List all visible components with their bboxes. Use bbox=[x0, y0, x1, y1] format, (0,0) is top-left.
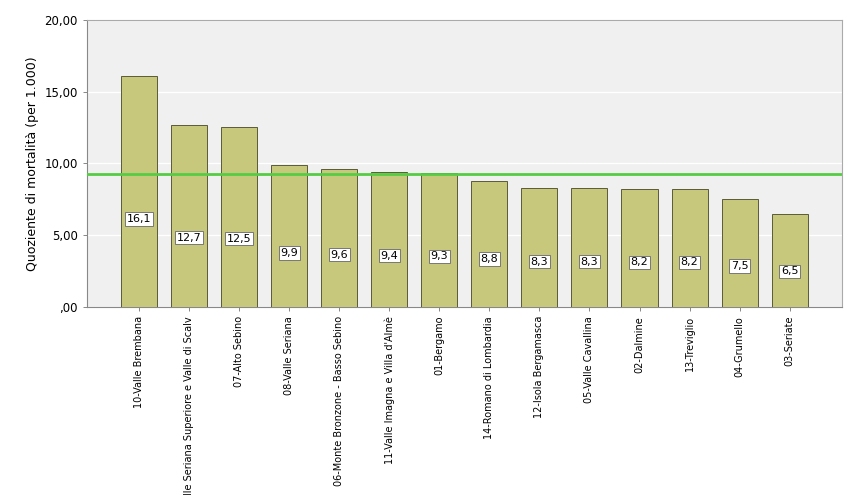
Text: 8,2: 8,2 bbox=[681, 257, 699, 267]
Bar bbox=[621, 189, 658, 307]
Text: 9,9: 9,9 bbox=[280, 248, 298, 258]
Text: 8,8: 8,8 bbox=[481, 254, 498, 264]
Text: 8,3: 8,3 bbox=[530, 256, 549, 267]
Text: 12,5: 12,5 bbox=[227, 234, 252, 244]
Text: 6,5: 6,5 bbox=[781, 266, 799, 276]
Bar bbox=[522, 188, 557, 307]
Y-axis label: Quoziente di mortalità (per 1.000): Quoziente di mortalità (per 1.000) bbox=[26, 56, 39, 271]
Bar bbox=[221, 127, 257, 307]
Bar bbox=[321, 169, 358, 307]
Text: 8,3: 8,3 bbox=[581, 256, 598, 267]
Bar bbox=[271, 165, 307, 307]
Text: 9,3: 9,3 bbox=[431, 251, 448, 261]
Bar bbox=[571, 188, 608, 307]
Bar bbox=[122, 76, 157, 307]
Text: 8,2: 8,2 bbox=[631, 257, 648, 267]
Bar bbox=[421, 173, 457, 307]
Bar bbox=[672, 189, 707, 307]
Bar bbox=[471, 181, 508, 307]
Bar bbox=[772, 214, 807, 307]
Text: 12,7: 12,7 bbox=[177, 233, 201, 243]
Text: 9,4: 9,4 bbox=[380, 250, 398, 261]
Text: 16,1: 16,1 bbox=[127, 214, 151, 224]
Bar bbox=[721, 199, 758, 307]
Text: 7,5: 7,5 bbox=[731, 261, 748, 271]
Bar bbox=[171, 125, 207, 307]
Text: 9,6: 9,6 bbox=[331, 249, 348, 259]
Bar bbox=[372, 172, 407, 307]
